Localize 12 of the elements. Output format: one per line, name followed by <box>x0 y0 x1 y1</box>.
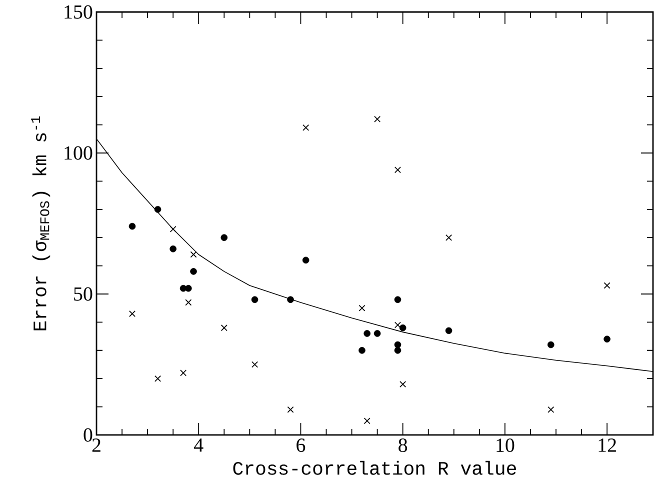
x-axis-title: Cross-correlation R value <box>233 460 516 475</box>
y-tick-label: 50 <box>74 287 92 301</box>
x-tick-label: 10 <box>496 438 514 452</box>
y-tick-label: 150 <box>64 5 92 19</box>
x-tick-label: 12 <box>598 438 616 452</box>
x-tick-label: 8 <box>398 438 408 452</box>
x-tick-label: 2 <box>92 438 100 452</box>
x-tick-label: 4 <box>194 438 204 452</box>
y-tick-label: 0 <box>84 428 92 442</box>
y-axis-title: Error (σ$_{MEFOS}$) km s$^{-1}$ <box>31 116 50 330</box>
x-tick-label: 6 <box>296 438 306 452</box>
y-tick-label: 100 <box>64 146 92 160</box>
